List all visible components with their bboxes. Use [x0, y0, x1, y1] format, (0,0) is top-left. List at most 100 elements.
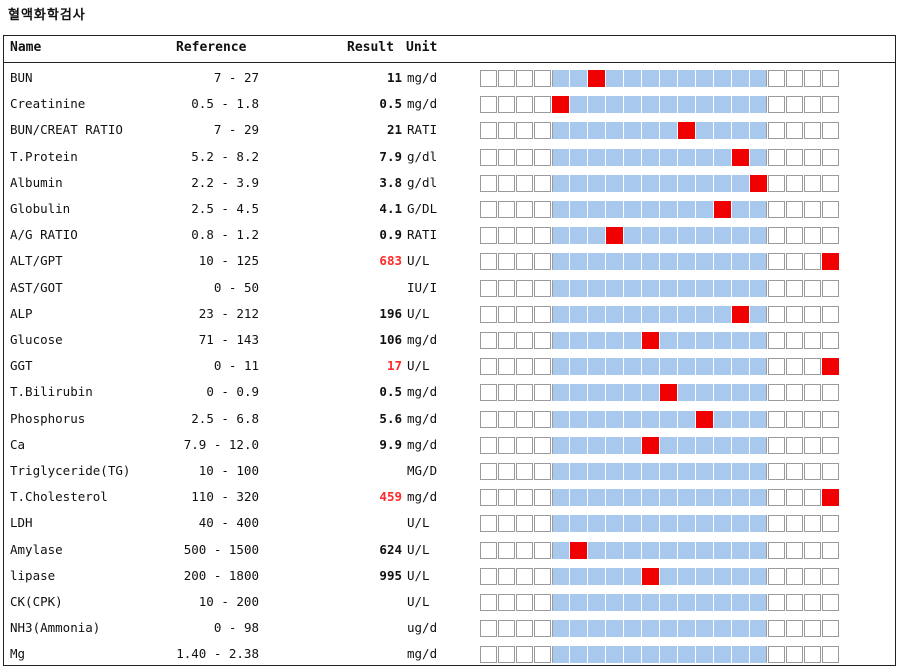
range-cell [804, 148, 821, 166]
normal-range-cell [606, 384, 623, 402]
normal-range-cell [696, 148, 713, 166]
table-row: T.Bilirubin 0 - 0.9 0.5 mg/d [4, 379, 895, 405]
range-cell [786, 541, 803, 559]
reference-range: 23 - 212 [198, 305, 259, 321]
normal-range-cell [714, 96, 731, 114]
table-row: T.Protein 5.2 - 8.2 7.9 g/dl [4, 144, 895, 170]
table-row: BUN 7 - 27 11 mg/d [4, 65, 895, 91]
range-cell [786, 332, 803, 349]
range-cell [516, 174, 533, 192]
range-cell [516, 96, 533, 114]
normal-range-cell [642, 253, 659, 271]
normal-range-cell [624, 463, 641, 480]
result-value: 196 [379, 305, 402, 321]
normal-range-cell [678, 463, 695, 480]
normal-range-cell [678, 594, 695, 611]
range-cell [804, 122, 821, 140]
result-unit: mg/d [407, 384, 438, 400]
range-cell [768, 541, 785, 559]
normal-range-cell [678, 620, 695, 638]
range-cell [822, 594, 839, 611]
normal-range-cell [750, 594, 767, 611]
range-cell [516, 70, 533, 87]
range-cell [498, 358, 515, 376]
normal-range-cell [696, 279, 713, 297]
normal-range-cell [624, 96, 641, 114]
range-cell [768, 646, 785, 664]
range-cell [786, 489, 803, 507]
normal-range-cell [660, 253, 677, 271]
normal-range-cell [660, 227, 677, 245]
reference-range: 0 - 0.9 [206, 384, 259, 400]
range-cell [480, 148, 497, 166]
result-unit: RATI [407, 227, 438, 243]
range-bar [480, 463, 840, 480]
range-cell [786, 70, 803, 87]
result-marker [588, 70, 605, 87]
range-cell [822, 305, 839, 323]
range-cell [534, 541, 551, 559]
normal-range-cell [714, 541, 731, 559]
normal-range-cell [732, 646, 749, 664]
range-cell [804, 332, 821, 349]
range-cell [786, 227, 803, 245]
table-row: A/G RATIO 0.8 - 1.2 0.9 RATI [4, 222, 895, 248]
result-marker [552, 96, 569, 114]
normal-range-cell [588, 174, 605, 192]
range-cell [804, 541, 821, 559]
normal-range-cell [552, 646, 569, 664]
normal-range-cell [660, 436, 677, 454]
normal-range-cell [714, 305, 731, 323]
range-cell [786, 148, 803, 166]
normal-range-cell [714, 332, 731, 349]
table-row: NH3(Ammonia) 0 - 98 ug/d [4, 615, 895, 641]
range-cell [480, 70, 497, 87]
range-cell [516, 358, 533, 376]
normal-range-cell [570, 436, 587, 454]
test-name: Triglyceride(TG) [10, 463, 131, 478]
test-name: lipase [10, 567, 56, 583]
normal-range-cell [552, 358, 569, 376]
range-cell [786, 594, 803, 611]
normal-range-cell [588, 646, 605, 664]
range-cell [768, 332, 785, 349]
range-cell [498, 122, 515, 140]
normal-range-cell [642, 646, 659, 664]
normal-range-cell [624, 541, 641, 559]
normal-range-cell [624, 410, 641, 428]
normal-range-cell [570, 227, 587, 245]
result-unit: U/L [407, 541, 430, 557]
range-cell [498, 646, 515, 664]
normal-range-cell [588, 253, 605, 271]
test-name: Phosphorus [10, 410, 86, 426]
result-unit: U/L [407, 305, 430, 321]
normal-range-cell [678, 174, 695, 192]
normal-range-cell [624, 436, 641, 454]
range-cell [498, 227, 515, 245]
result-value: 21 [386, 122, 402, 138]
normal-range-cell [678, 253, 695, 271]
table-row: Albumin 2.2 - 3.9 3.8 g/dl [4, 170, 895, 196]
table-row: AST/GOT 0 - 50 IU/I [4, 275, 895, 301]
normal-range-cell [606, 358, 623, 376]
result-value: 17 [386, 358, 402, 374]
table-row: Phosphorus 2.5 - 6.8 5.6 mg/d [4, 406, 895, 432]
range-cell [480, 279, 497, 297]
normal-range-cell [732, 122, 749, 140]
range-cell [786, 253, 803, 271]
normal-range-cell [696, 567, 713, 585]
table-row: Creatinine 0.5 - 1.8 0.5 mg/d [4, 91, 895, 117]
range-cell [534, 279, 551, 297]
range-cell [534, 174, 551, 192]
range-cell [804, 646, 821, 664]
range-cell [516, 463, 533, 480]
test-name: Amylase [10, 541, 63, 557]
normal-range-cell [570, 515, 587, 533]
range-cell [768, 70, 785, 87]
normal-range-cell [552, 541, 569, 559]
range-cell [498, 515, 515, 533]
range-cell [480, 358, 497, 376]
normal-range-cell [750, 541, 767, 559]
range-cell [822, 148, 839, 166]
range-cell [786, 384, 803, 402]
